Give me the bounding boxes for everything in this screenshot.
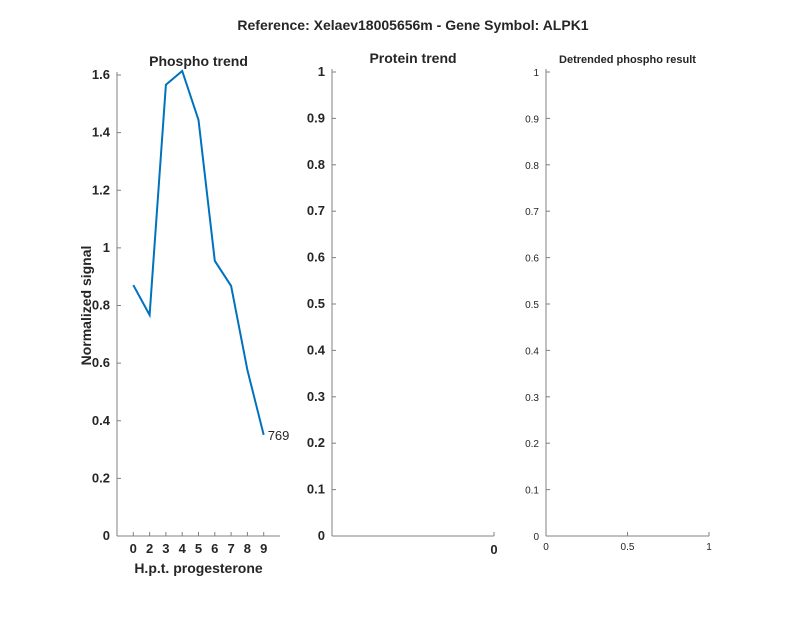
x-tick-label: 7 <box>227 541 234 556</box>
y-tick-label: 0.6 <box>525 254 539 265</box>
y-tick-label: 1.2 <box>92 182 110 197</box>
x-tick-label: 0 <box>543 542 549 553</box>
y-axis-label: Normalized signal <box>78 246 94 366</box>
y-tick-label: 0.4 <box>92 413 111 428</box>
y-tick-label: 0.2 <box>307 435 325 450</box>
y-tick-label: 1 <box>318 64 325 79</box>
y-tick-label: 0.2 <box>525 439 539 450</box>
end-label: 769 <box>268 428 290 443</box>
figure-title: Reference: Xelaev18005656m - Gene Symbol… <box>237 17 588 33</box>
y-tick-label: 0 <box>533 532 539 543</box>
y-tick-label: 0.5 <box>307 296 325 311</box>
subplot-2: Protein trend 0 0.1 0.2 0.3 0.4 0.5 0.6 0.7 0.8 0.… <box>307 50 498 557</box>
x-tick-label: 2 <box>146 541 153 556</box>
y-tick-label: 0.1 <box>525 486 539 497</box>
x-tick-label: 0.5 <box>621 542 635 553</box>
y-tick-label: 0.8 <box>525 161 539 172</box>
y-tick-label: 0.9 <box>307 110 325 125</box>
phospho-series-line <box>132 69 265 436</box>
y-tick-label: 0.7 <box>525 207 539 218</box>
subplot-title: Protein trend <box>369 50 456 66</box>
x-tick-label: 9 <box>260 541 267 556</box>
y-tick-label: 0.2 <box>92 470 110 485</box>
x-tick-label: 3 <box>162 541 169 556</box>
subplot-title: Detrended phospho result <box>559 54 696 66</box>
x-tick-label: 5 <box>195 541 202 556</box>
x-tick-label: 6 <box>211 541 218 556</box>
x-tick-label: 8 <box>244 541 251 556</box>
y-tick-label: 0.3 <box>307 389 325 404</box>
y-tick-label: 1 <box>533 68 539 79</box>
y-tick-label: 1 <box>103 240 110 255</box>
y-tick-label: 0.8 <box>92 298 110 313</box>
y-tick-label: 0.6 <box>307 250 325 265</box>
y-tick-label: 0.4 <box>525 346 539 357</box>
y-tick-label: 0.4 <box>307 342 326 357</box>
y-tick-label: 0 <box>103 528 110 543</box>
x-tick-label: 0 <box>130 541 137 556</box>
y-tick-label: 0.7 <box>307 203 325 218</box>
x-tick-label: 4 <box>179 541 187 556</box>
y-tick-label: 0 <box>318 528 325 543</box>
y-tick-label: 1.4 <box>92 125 111 140</box>
y-tick-label: 1.6 <box>92 67 110 82</box>
x-tick-label: 1 <box>706 542 712 553</box>
y-tick-label: 0.1 <box>307 482 325 497</box>
y-tick-label: 0.6 <box>92 355 110 370</box>
x-tick-label: 0 <box>490 542 497 557</box>
subplot-title: Phospho trend <box>149 53 248 69</box>
subplot-3: Detrended phospho result 0 0.1 0.2 0.3 0.4 0.5… <box>525 54 712 553</box>
x-axis-label: H.p.t. progesterone <box>134 560 263 576</box>
y-tick-label: 0.3 <box>525 393 539 404</box>
y-tick-label: 0.8 <box>307 157 325 172</box>
y-tick-label: 0.9 <box>525 114 539 125</box>
y-tick-label: 0.5 <box>525 300 539 311</box>
